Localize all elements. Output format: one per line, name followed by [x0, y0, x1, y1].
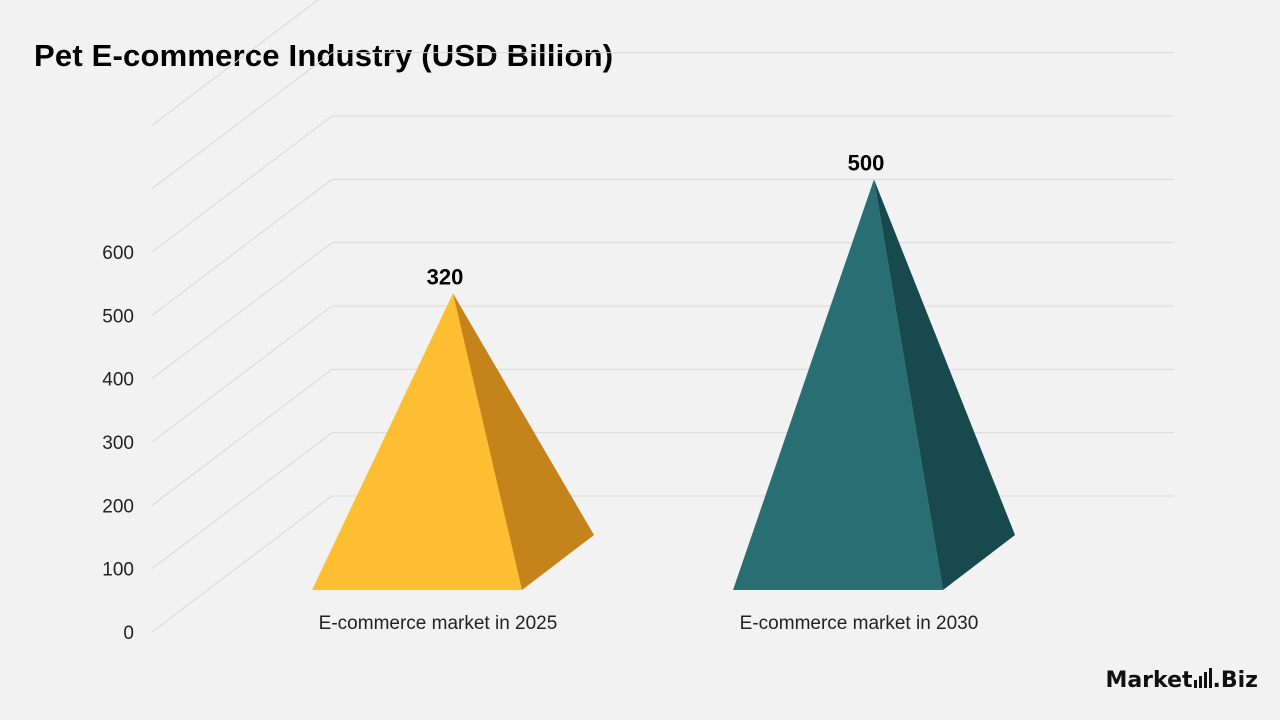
pyramid-bar-side [453, 293, 594, 590]
pyramid-bar-front [312, 293, 522, 590]
pyramid-bars [312, 179, 1015, 591]
y-tick-label: 200 [102, 496, 134, 517]
y-tick-label: 600 [102, 243, 134, 264]
chart-title: Pet E-commerce Industry (USD Billion) [34, 38, 614, 73]
grid-layer [151, 0, 1174, 633]
y-tick-label: 300 [102, 433, 134, 454]
data-label: 500 [848, 150, 885, 175]
category-label: E-commerce market in 2025 [319, 613, 558, 634]
data-label: 320 [427, 264, 464, 289]
gridline-diagonal [151, 495, 333, 633]
y-tick-label: 0 [123, 623, 134, 644]
data-labels: 320 500 [427, 150, 885, 289]
gridline-diagonal [151, 0, 319, 126]
category-label: E-commerce market in 2030 [740, 613, 979, 634]
y-tick-label: 500 [102, 306, 134, 327]
gridline-diagonal [151, 115, 333, 253]
category-labels: E-commerce market in 2025 E-commerce mark… [319, 613, 979, 634]
y-tick-label: 100 [102, 560, 134, 581]
gridline-diagonal [151, 368, 333, 506]
logo-left-text: Market [1105, 668, 1193, 693]
gridline-diagonal [151, 432, 333, 570]
pyramid-bar-side [874, 179, 1015, 591]
pyramid-bar-front [733, 179, 943, 591]
gridline-diagonal [151, 242, 333, 380]
y-axis-ticks: 0 100 200 300 400 500 600 [102, 243, 134, 644]
gridline-diagonal [151, 52, 333, 190]
gridline-diagonal [151, 305, 333, 443]
logo-right-text: Biz [1220, 668, 1258, 693]
logo-bars-icon [1193, 668, 1212, 688]
marketbiz-logo: Market . Biz [1105, 668, 1258, 693]
gridline-diagonal [151, 178, 333, 316]
y-tick-label: 400 [102, 370, 134, 391]
